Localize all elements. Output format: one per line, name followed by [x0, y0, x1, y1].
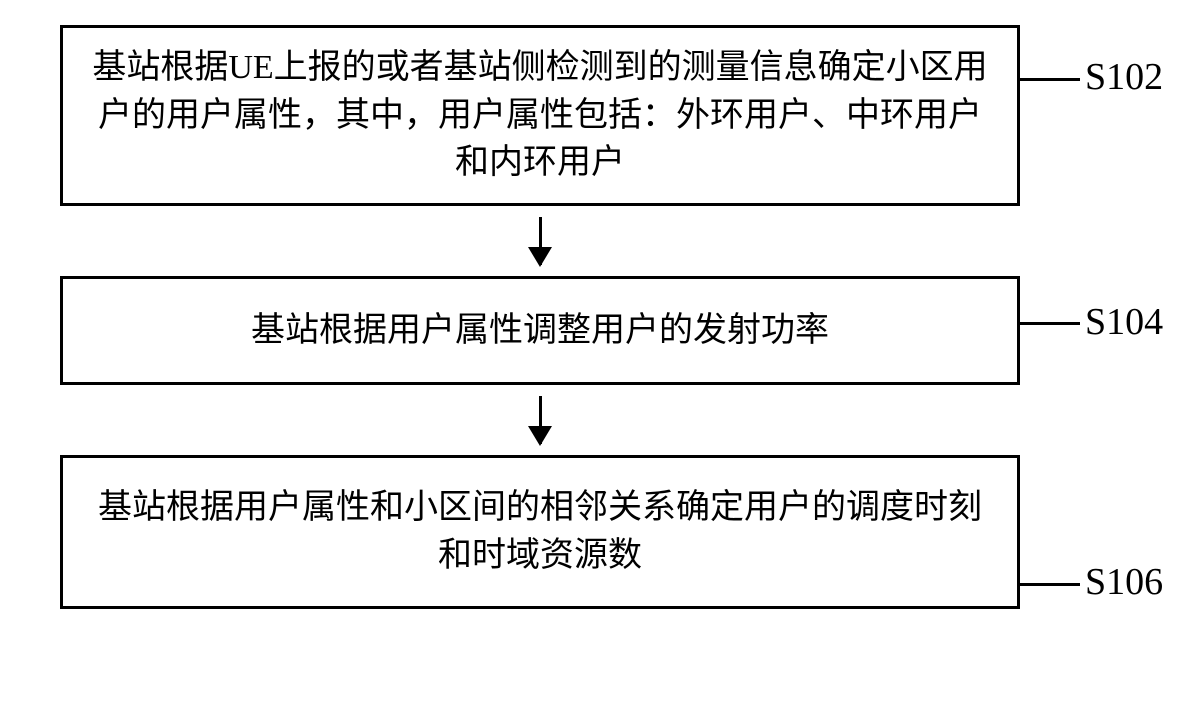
label-connector-2 [1020, 322, 1080, 325]
label-connector-3 [1020, 583, 1080, 586]
label-connector-1 [1020, 78, 1080, 81]
node-label-s102: S102 [1085, 55, 1163, 99]
arrow-icon [539, 396, 542, 444]
flowchart-node-s104: 基站根据用户属性调整用户的发射功率 [60, 276, 1020, 386]
arrow-icon [539, 217, 542, 265]
node-text: 基站根据用户属性调整用户的发射功率 [251, 312, 829, 349]
node-label-s104: S104 [1085, 300, 1163, 344]
arrow-1 [60, 206, 1020, 276]
arrow-2 [60, 385, 1020, 455]
node-text: 基站根据UE上报的或者基站侧检测到的测量信息确定小区用户的用户属性，其中，用户属… [92, 49, 987, 181]
flowchart-container: 基站根据UE上报的或者基站侧检测到的测量信息确定小区用户的用户属性，其中，用户属… [60, 25, 1020, 609]
flowchart-node-s102: 基站根据UE上报的或者基站侧检测到的测量信息确定小区用户的用户属性，其中，用户属… [60, 25, 1020, 206]
node-label-s106: S106 [1085, 560, 1163, 604]
node-text: 基站根据用户属性和小区间的相邻关系确定用户的调度时刻和时域资源数 [98, 489, 982, 574]
flowchart-node-s106: 基站根据用户属性和小区间的相邻关系确定用户的调度时刻和时域资源数 [60, 455, 1020, 608]
